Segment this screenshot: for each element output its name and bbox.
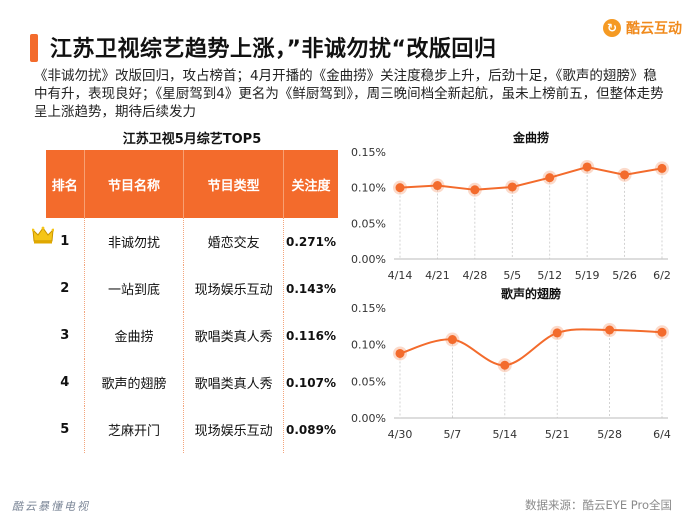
data-point — [657, 327, 667, 337]
cell-name: 一站到底 — [84, 265, 185, 312]
series-line — [399, 165, 663, 191]
ranking-table: 排名 节目名称 节目类型 关注度 1 非诚勿扰 婚恋交友 0.271% 2 一站… — [46, 150, 338, 453]
data-point — [605, 325, 615, 335]
data-point — [432, 181, 442, 191]
table-row: 2 一站到底 现场娱乐互动 0.143% — [46, 265, 338, 312]
y-tick-label: 0.15% — [351, 146, 386, 159]
table-header-row: 排名 节目名称 节目类型 关注度 — [46, 150, 338, 218]
table-row: 1 非诚勿扰 婚恋交友 0.271% — [46, 218, 338, 265]
cell-rank: 2 — [46, 265, 85, 312]
cell-rank: 3 — [46, 312, 85, 359]
header-rank: 排名 — [46, 150, 85, 218]
header-name: 节目名称 — [84, 150, 185, 218]
x-tick-label: 4/21 — [425, 269, 450, 282]
table-row: 5 芝麻开门 现场娱乐互动 0.089% — [46, 406, 338, 453]
cell-type: 现场娱乐互动 — [183, 406, 285, 453]
y-tick-label: 0.05% — [351, 375, 386, 388]
data-point — [470, 185, 480, 195]
x-tick-label: 4/28 — [463, 269, 488, 282]
brand-name: 酷云互动 — [626, 21, 682, 37]
y-tick-label: 0.05% — [351, 217, 386, 230]
cell-heat: 0.143% — [286, 281, 336, 296]
x-tick-label: 4/30 — [388, 428, 413, 441]
y-tick-label: 0.00% — [351, 412, 386, 425]
x-tick-label: 5/5 — [503, 269, 521, 282]
x-tick-label: 6/2 — [653, 269, 671, 282]
cell-type: 婚恋交友 — [183, 218, 285, 265]
data-point — [395, 183, 405, 193]
x-tick-label: 6/4 — [653, 428, 671, 441]
description-text: 《非诚勿扰》改版回归，攻占榜首；4月开播的《金曲捞》关注度稳步上升，后劲十足，《… — [34, 68, 664, 120]
x-tick-label: 4/14 — [388, 269, 413, 282]
x-tick-label: 5/12 — [537, 269, 562, 282]
cell-rank: 1 — [46, 218, 85, 265]
y-tick-label: 0.15% — [351, 302, 386, 315]
y-tick-label: 0.10% — [351, 182, 386, 195]
data-point — [545, 173, 555, 183]
data-point — [447, 335, 457, 345]
data-point — [500, 360, 510, 370]
cell-rank: 5 — [46, 406, 85, 453]
cell-name: 金曲捞 — [84, 312, 185, 359]
x-tick-label: 5/19 — [575, 269, 600, 282]
data-point — [552, 328, 562, 338]
x-tick-label: 5/21 — [545, 428, 570, 441]
x-tick-label: 5/7 — [444, 428, 462, 441]
table-row: 3 金曲捞 歌唱类真人秀 0.116% — [46, 312, 338, 359]
cell-name: 芝麻开门 — [84, 406, 185, 453]
cell-type: 现场娱乐互动 — [183, 265, 285, 312]
data-source: 数据来源：酷云EYE Pro全国 — [525, 498, 672, 512]
chart-title: 金曲捞 — [512, 130, 549, 145]
cell-heat: 0.107% — [286, 375, 336, 390]
table-row: 4 歌声的翅膀 歌唱类真人秀 0.107% — [46, 359, 338, 406]
title-accent-bar — [30, 34, 38, 62]
header-heat: 关注度 — [283, 150, 338, 218]
cell-type: 歌唱类真人秀 — [183, 359, 285, 406]
cell-heat: 0.089% — [286, 422, 336, 437]
data-point — [620, 170, 630, 180]
cell-rank: 4 — [46, 359, 85, 406]
cell-heat: 0.271% — [286, 234, 336, 249]
chart-title: 歌声的翅膀 — [501, 286, 561, 301]
cell-name: 非诚勿扰 — [84, 218, 185, 265]
x-tick-label: 5/26 — [612, 269, 637, 282]
page-title: 江苏卫视综艺趋势上涨，”非诚勿扰“改版回归 — [50, 37, 497, 62]
y-tick-label: 0.00% — [351, 253, 386, 266]
x-tick-label: 5/14 — [492, 428, 517, 441]
cell-name: 歌声的翅膀 — [84, 359, 185, 406]
data-point — [395, 348, 405, 358]
footer-brand: 酷云暴懂电视 — [12, 500, 90, 513]
series-line — [399, 328, 663, 367]
data-point — [507, 182, 517, 192]
header-type: 节目类型 — [183, 150, 285, 218]
table-title: 江苏卫视5月综艺TOP5 — [122, 132, 262, 147]
x-tick-label: 5/28 — [597, 428, 622, 441]
cell-heat: 0.116% — [286, 328, 336, 343]
y-tick-label: 0.10% — [351, 339, 386, 352]
data-point — [657, 163, 667, 173]
brand: ↻ 酷云互动 — [603, 18, 682, 38]
data-point — [582, 162, 592, 172]
cell-type: 歌唱类真人秀 — [183, 312, 285, 359]
brand-logo-icon: ↻ — [603, 19, 621, 37]
